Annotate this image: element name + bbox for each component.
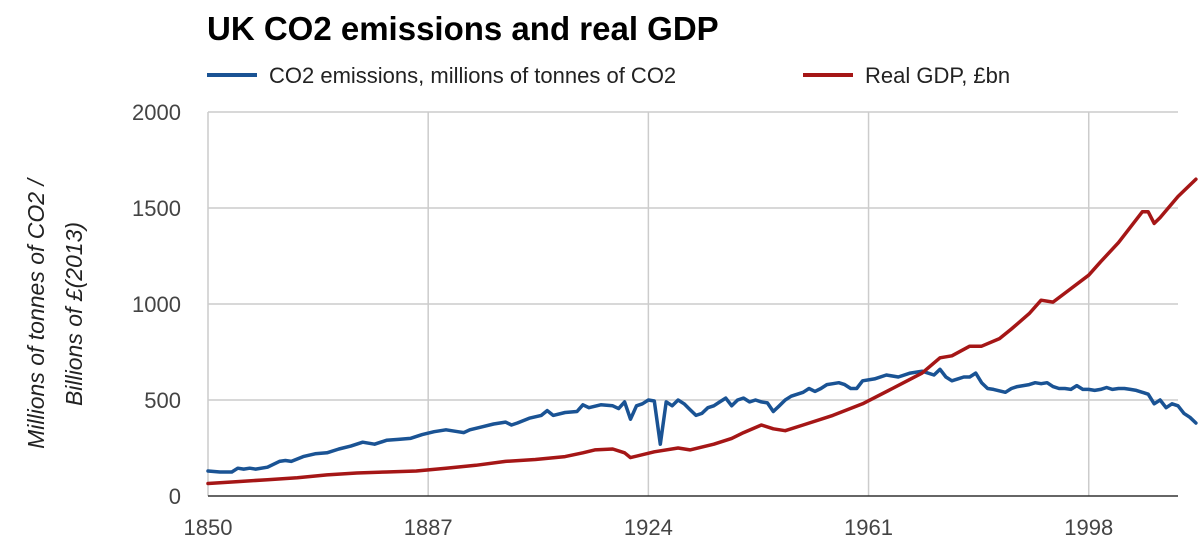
real-gdp-line [206,177,1198,486]
y-tick-label: 500 [144,388,181,413]
x-tick-label: 1998 [1064,515,1113,540]
x-tick-label: 1887 [404,515,453,540]
y-tick-label: 0 [169,484,181,509]
x-ticks: 1850 1887 1924 1961 1998 [184,515,1114,540]
y-axis-label: Millions of tonnes of CO2 / Billions of £… [23,177,87,449]
co2-emissions-line [206,367,1198,474]
y-axis-label-line: Billions of £(2013) [61,222,87,406]
x-tick-label: 1961 [844,515,893,540]
grid [207,111,1178,496]
y-ticks: 0 500 1000 1500 2000 [132,100,181,509]
x-tick-label: 1924 [624,515,673,540]
series-lines [206,177,1198,486]
legend-label: CO2 emissions, millions of tonnes of CO2 [269,63,676,88]
legend-label: Real GDP, £bn [865,63,1010,88]
legend: CO2 emissions, millions of tonnes of CO2… [207,63,1010,88]
y-tick-label: 1000 [132,292,181,317]
x-tick-label: 1850 [184,515,233,540]
chart-title: UK CO2 emissions and real GDP [207,10,719,47]
y-tick-label: 2000 [132,100,181,125]
y-axis-label-line: Millions of tonnes of CO2 / [23,177,49,449]
y-tick-label: 1500 [132,196,181,221]
